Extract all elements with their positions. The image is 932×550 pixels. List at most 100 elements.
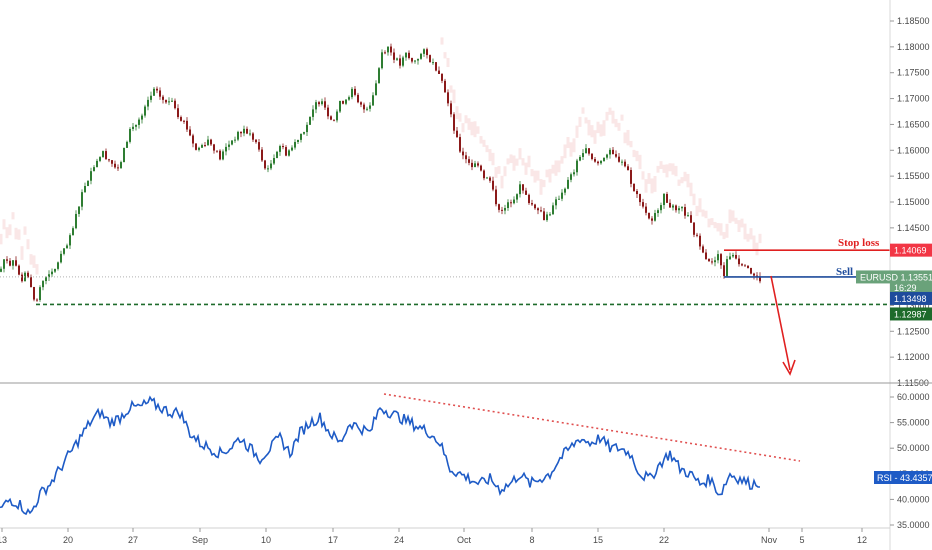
candle-body xyxy=(318,102,320,105)
cloud-segment xyxy=(680,177,684,184)
cloud-segment xyxy=(503,166,507,177)
candle-body xyxy=(702,246,704,253)
candle-body xyxy=(372,95,374,106)
candle-body xyxy=(51,271,53,275)
candle-body xyxy=(657,210,659,214)
cloud-segment xyxy=(11,212,15,220)
price-y-tick-label: 1.12500 xyxy=(897,326,930,336)
cloud-segment xyxy=(566,136,570,149)
candle-body xyxy=(393,52,395,60)
cloud-segment xyxy=(581,107,585,114)
candle-body xyxy=(423,49,425,54)
cloud-segment xyxy=(659,161,663,170)
price-badge-text: 1.12987 xyxy=(894,309,927,319)
candle-body xyxy=(693,222,695,235)
candle-body xyxy=(513,199,515,204)
candle-body xyxy=(369,105,371,109)
candle-body xyxy=(282,146,284,148)
price-y-tick-label: 1.14500 xyxy=(897,223,930,233)
candle-body xyxy=(756,275,758,277)
cloud-segment xyxy=(728,209,732,224)
candle-body xyxy=(285,147,287,156)
candle-body xyxy=(750,267,752,274)
candle-body xyxy=(255,139,257,143)
cloud-segment xyxy=(2,219,6,230)
candle-body xyxy=(186,120,188,130)
candle-body xyxy=(330,116,332,120)
candle-body xyxy=(264,160,266,169)
cloud-segment xyxy=(740,218,744,228)
candle-body xyxy=(510,202,512,204)
candle-body xyxy=(135,124,137,127)
x-tick-label: 24 xyxy=(394,535,404,545)
candle-body xyxy=(435,62,437,71)
candle-body xyxy=(198,147,200,150)
cloud-segment xyxy=(722,232,726,240)
candle-body xyxy=(384,52,386,54)
x-tick-label: 27 xyxy=(128,535,138,545)
candle-body xyxy=(654,213,656,221)
candle-body xyxy=(561,192,563,199)
candle-body xyxy=(270,163,272,169)
candle-body xyxy=(339,100,341,112)
candle-body xyxy=(390,46,392,53)
candle-body xyxy=(81,192,83,207)
cloud-segment xyxy=(488,149,492,162)
candle-body xyxy=(213,144,215,151)
x-tick-label: 15 xyxy=(593,535,603,545)
cloud-segment xyxy=(644,179,648,193)
candle-body xyxy=(228,144,230,147)
price-y-tick-label: 1.15000 xyxy=(897,197,930,207)
candle-body xyxy=(753,273,755,276)
candle-body xyxy=(99,157,101,161)
cloud-segment xyxy=(557,160,561,173)
price-y-tick-label: 1.16000 xyxy=(897,145,930,155)
cloud-segment xyxy=(710,218,714,226)
candle-body xyxy=(720,254,722,266)
cloud-segment xyxy=(545,169,549,178)
candle-body xyxy=(558,198,560,200)
candle-body xyxy=(408,52,410,59)
candle-body xyxy=(453,114,455,131)
candle-body xyxy=(456,130,458,138)
candle-body xyxy=(417,58,419,61)
candle-body xyxy=(573,172,575,175)
candle-body xyxy=(54,268,56,272)
candle-body xyxy=(132,126,134,129)
candle-body xyxy=(600,160,602,164)
candle-body xyxy=(672,205,674,208)
candle-body xyxy=(747,265,749,268)
candle-body xyxy=(321,101,323,105)
candle-body xyxy=(240,131,242,134)
x-tick-label: 20 xyxy=(63,535,73,545)
cloud-segment xyxy=(476,126,480,134)
candle-body xyxy=(180,117,182,121)
rsi-y-tick-label: 50.0000 xyxy=(897,443,930,453)
candle-body xyxy=(138,119,140,125)
candle-body xyxy=(489,177,491,181)
candle-body xyxy=(441,73,443,81)
cloud-segment xyxy=(455,106,459,119)
x-tick-label: 22 xyxy=(659,535,669,545)
candle-body xyxy=(174,100,176,109)
x-tick-label: 8 xyxy=(529,535,534,545)
candle-body xyxy=(633,183,635,191)
candle-body xyxy=(471,162,473,168)
candle-body xyxy=(297,139,299,142)
candle-body xyxy=(84,186,86,193)
candle-body xyxy=(411,58,413,62)
candle-body xyxy=(153,88,155,96)
cloud-segment xyxy=(482,139,486,147)
candle-body xyxy=(36,299,38,301)
candle-body xyxy=(9,260,11,266)
candle-body xyxy=(78,206,80,214)
cloud-segment xyxy=(452,89,456,104)
rsi-line xyxy=(0,395,761,516)
candle-body xyxy=(477,163,479,166)
candle-body xyxy=(564,188,566,193)
stop-loss-label: Stop loss xyxy=(838,237,880,249)
candle-body xyxy=(585,148,587,154)
candle-body xyxy=(648,212,650,219)
